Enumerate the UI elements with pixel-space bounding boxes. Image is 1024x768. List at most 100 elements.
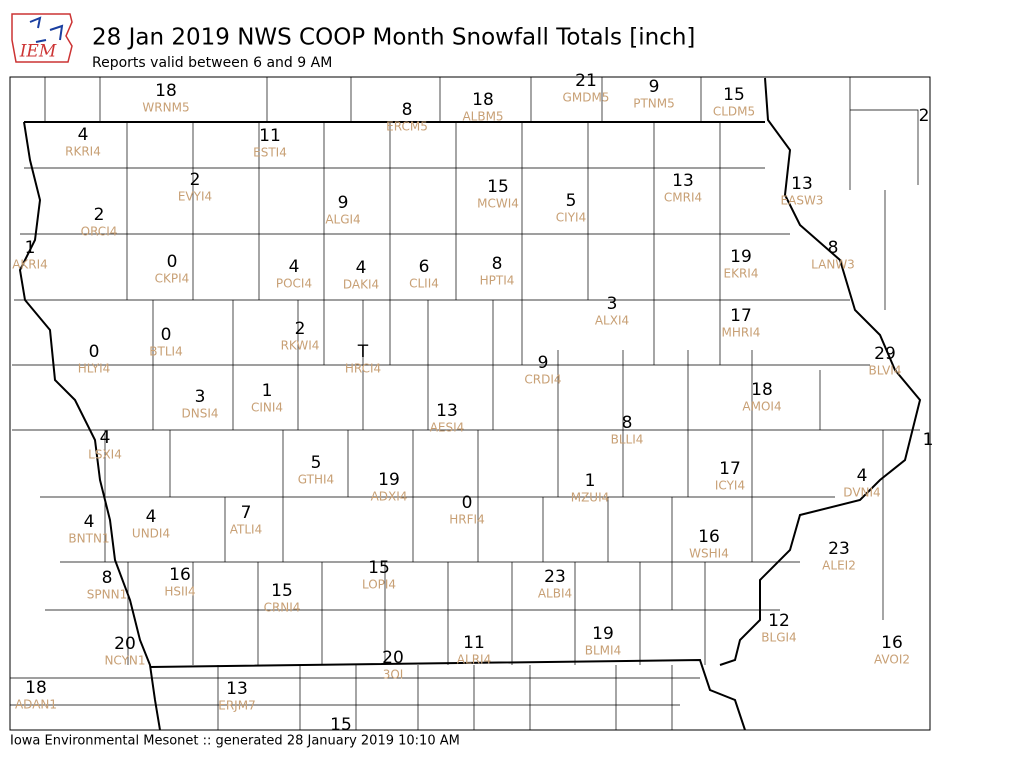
station-id: ALEI2 [822, 559, 856, 573]
station-value: 19 [592, 624, 614, 644]
station-value: 23 [828, 539, 850, 559]
station-id: EKRI4 [724, 267, 759, 281]
station-id: CKPI4 [155, 272, 190, 286]
station-id: HSII4 [164, 585, 195, 599]
footer: Iowa Environmental Mesonet :: generated … [10, 734, 460, 749]
station-id: DAKI4 [343, 278, 379, 292]
station-id: HRCI4 [345, 362, 381, 376]
station-value: 2 [919, 106, 930, 126]
station-value: 29 [874, 344, 896, 364]
station-value: T [357, 342, 369, 362]
station-id: HPTI4 [480, 274, 515, 288]
logo-outline [11, 13, 73, 63]
station-value: 15 [330, 715, 352, 735]
station-value: 12 [768, 611, 790, 631]
station-id: ALXI4 [595, 314, 629, 328]
station-value: 9 [538, 353, 549, 373]
state-border-east [719, 77, 922, 666]
station-value: 4 [356, 258, 367, 278]
station-value: 5 [566, 191, 577, 211]
station-value: 1 [585, 471, 596, 491]
station-id: MHRI4 [722, 326, 761, 340]
station-id: POCI4 [276, 277, 312, 291]
station-value: 13 [436, 401, 458, 421]
station-value: 8 [492, 254, 503, 274]
station-id: BTLI4 [149, 345, 182, 359]
station-id: CIYI4 [556, 211, 586, 225]
station-id: CLII4 [409, 277, 439, 291]
station-id: WSHI4 [689, 547, 729, 561]
station-id: ALRI4 [457, 653, 491, 667]
station-value: 17 [730, 306, 752, 326]
station-value: 18 [25, 678, 47, 698]
station-id: ORCI4 [81, 225, 118, 239]
station-value: 4 [100, 428, 111, 448]
station-id: CRNI4 [264, 601, 301, 615]
station-id: BNTN1 [68, 532, 109, 546]
station-id: CMRI4 [664, 191, 702, 205]
station-id: PTNM5 [633, 97, 675, 111]
station-value: 16 [169, 565, 191, 585]
station-id: BLVI4 [869, 364, 902, 378]
station-value: 5 [311, 453, 322, 473]
station-id: AKRI4 [12, 258, 48, 272]
station-value: 19 [730, 247, 752, 267]
station-value: 0 [89, 342, 100, 362]
station-value: 20 [114, 634, 136, 654]
station-value: 8 [622, 413, 633, 433]
station-id: GTHI4 [298, 473, 334, 487]
station-value: 4 [857, 466, 868, 486]
station-value: 15 [487, 177, 509, 197]
logo-text: IEM [19, 42, 57, 62]
station-id: LANW3 [811, 258, 855, 272]
station-id: EVYI4 [178, 190, 212, 204]
station-id: AMOI4 [742, 400, 781, 414]
station-value: 13 [226, 679, 248, 699]
subtitle: Reports valid between 6 and 9 AM [92, 55, 332, 71]
station-value: 15 [723, 85, 745, 105]
station-value: 4 [289, 257, 300, 277]
station-value: 6 [419, 257, 430, 277]
station-value: 0 [462, 493, 473, 513]
logo-symbols [29, 16, 64, 43]
station-id: ESTI4 [253, 146, 287, 160]
station-value: 7 [241, 503, 252, 523]
title: 28 Jan 2019 NWS COOP Month Snowfall Tota… [92, 25, 695, 51]
station-value: 15 [271, 581, 293, 601]
station-id: CLDM5 [713, 105, 755, 119]
station-value: 4 [146, 507, 157, 527]
station-value: 16 [698, 527, 720, 547]
station-id: BLGI4 [761, 631, 796, 645]
station-value: 18 [472, 90, 494, 110]
station-value: 13 [672, 171, 694, 191]
station-value: 15 [368, 558, 390, 578]
station-id: DNSI4 [181, 407, 218, 421]
station-value: 8 [828, 238, 839, 258]
station-id: AESI4 [430, 421, 465, 435]
station-id: LSXI4 [88, 448, 122, 462]
station-value: 16 [881, 633, 903, 653]
station-id: EASW3 [781, 194, 824, 208]
station-id: RKRI4 [65, 145, 101, 159]
station-value: 4 [78, 125, 89, 145]
station-value: 17 [719, 459, 741, 479]
station-value: 19 [378, 470, 400, 490]
station-id: ERCM5 [386, 120, 428, 134]
station-value: 2 [94, 205, 105, 225]
station-value: 11 [259, 126, 281, 146]
station-id: 3OI [383, 668, 404, 682]
station-value: 1 [25, 238, 36, 258]
station-id: ALBI4 [538, 587, 572, 601]
station-id: RKWI4 [281, 339, 320, 353]
station-id: UNDI4 [132, 527, 170, 541]
station-value: 8 [102, 568, 113, 588]
map-frame [9, 76, 931, 731]
station-value: 23 [544, 567, 566, 587]
station-value: 1 [923, 430, 934, 450]
station-id: ADAN1 [15, 698, 57, 712]
station-value: 11 [463, 633, 485, 653]
station-value: 21 [575, 71, 597, 91]
station-value: 0 [167, 252, 178, 272]
